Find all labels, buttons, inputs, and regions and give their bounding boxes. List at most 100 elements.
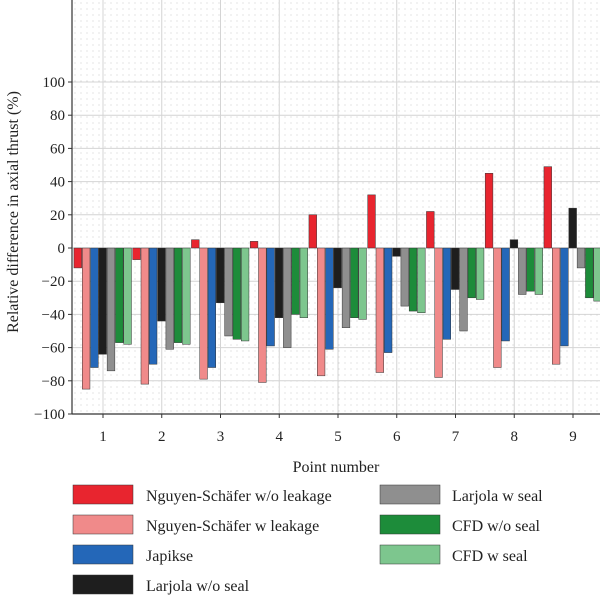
bar-2-point-7 — [434, 247, 443, 378]
axes — [68, 0, 600, 418]
bar-4-point-8 — [509, 239, 519, 249]
x-tick-label: 7 — [452, 429, 460, 445]
legend-label-5: Larjola w seal — [452, 488, 543, 505]
y-tick-label: −100 — [34, 407, 65, 423]
bar-7-point-3 — [241, 247, 250, 342]
y-tick-label: −60 — [42, 341, 65, 357]
y-tick-labels: −100 −80 −60 −40 −20 0 20 40 60 80 100 — [34, 75, 65, 423]
plot-background — [72, 0, 600, 414]
bar-2-point-9 — [552, 247, 561, 365]
bar-4-point-7 — [451, 247, 460, 290]
bar-2-point-2 — [140, 247, 149, 385]
x-tick-labels: 1 2 3 4 5 6 7 8 9 — [99, 429, 577, 445]
x-tick-label: 4 — [276, 429, 284, 445]
bar-2-point-3 — [199, 247, 208, 380]
bar-6-point-6 — [408, 247, 418, 312]
bar-5-point-9 — [576, 247, 586, 269]
bar-5-point-3 — [224, 247, 233, 337]
bar-7-point-2 — [182, 247, 191, 345]
bar-2-point-8 — [493, 247, 502, 368]
bar-3-point-1 — [90, 247, 99, 368]
y-tick-label: 60 — [50, 141, 65, 157]
legend-label-1: Nguyen-Schäfer w/o leakage — [146, 488, 332, 505]
bar-2-point-1 — [82, 247, 91, 390]
bar-4-point-9 — [568, 207, 577, 249]
x-axis-label: Point number — [293, 459, 380, 476]
legend-label-2: Nguyen-Schäfer w leakage — [146, 518, 319, 535]
bar-1-point-9 — [543, 166, 552, 249]
legend-label-6: CFD w/o seal — [452, 518, 541, 535]
bar-1-point-2 — [132, 247, 141, 260]
x-tick-label: 1 — [99, 429, 107, 445]
bar-7-point-7 — [476, 247, 485, 300]
bar-6-point-8 — [526, 247, 535, 292]
bar-4-point-1 — [98, 247, 107, 355]
bars-group — [73, 166, 600, 390]
y-tick-label: −80 — [42, 374, 65, 390]
legend-label-4: Larjola w/o seal — [146, 578, 250, 595]
bar-6-point-1 — [115, 247, 124, 343]
bar-5-point-6 — [400, 247, 409, 307]
bar-7-point-9 — [593, 247, 600, 302]
legend-swatch-1 — [72, 484, 134, 505]
bar-6-point-9 — [585, 247, 594, 299]
bar-1-point-7 — [426, 211, 435, 249]
bar-5-point-5 — [341, 247, 351, 328]
legend-swatch-5 — [379, 484, 441, 505]
legend: Nguyen-Schäfer w/o leakage Nguyen-Schäfer… — [72, 484, 543, 595]
x-tick-label: 6 — [393, 429, 401, 445]
bar-3-point-8 — [501, 247, 510, 342]
bar-1-point-1 — [73, 247, 82, 269]
y-tick-label: 40 — [50, 175, 65, 191]
bar-5-point-2 — [165, 247, 174, 350]
bar-5-point-8 — [518, 247, 527, 295]
bar-1-point-6 — [367, 194, 376, 249]
bar-2-point-5 — [317, 247, 326, 377]
legend-label-3: Japikse — [146, 548, 193, 565]
grid-lines — [72, 0, 600, 415]
bar-4-point-6 — [392, 247, 401, 257]
bar-3-point-9 — [560, 247, 569, 347]
bar-3-point-2 — [149, 247, 158, 365]
bar-2-point-4 — [258, 247, 267, 383]
bar-1-point-5 — [308, 214, 317, 249]
bar-6-point-3 — [232, 247, 241, 340]
y-tick-label: 80 — [50, 108, 65, 124]
legend-swatch-4 — [72, 574, 134, 595]
bar-1-point-3 — [191, 239, 200, 249]
bar-7-point-5 — [358, 247, 367, 320]
legend-swatch-7 — [379, 544, 441, 565]
bar-4-point-4 — [274, 247, 284, 318]
y-axis-label: Relative difference in axial thrust (%) — [5, 91, 22, 333]
bar-5-point-1 — [106, 247, 116, 372]
y-tick-label: −40 — [42, 307, 65, 323]
bar-6-point-4 — [291, 247, 300, 315]
y-tick-label: −20 — [42, 274, 65, 290]
bar-7-point-6 — [417, 247, 426, 313]
bar-6-point-2 — [173, 247, 183, 343]
bar-5-point-4 — [283, 247, 292, 348]
bar-1-point-4 — [249, 241, 259, 249]
bar-4-point-2 — [157, 247, 166, 322]
bar-3-point-7 — [442, 247, 451, 340]
y-tick-label: 0 — [58, 241, 66, 257]
bar-4-point-3 — [216, 247, 225, 304]
bar-7-point-1 — [123, 247, 132, 345]
y-tick-label: 20 — [50, 208, 65, 224]
x-tick-label: 8 — [511, 429, 519, 445]
bar-3-point-4 — [266, 247, 275, 347]
bar-3-point-3 — [207, 247, 217, 368]
bar-3-point-5 — [325, 247, 334, 350]
bar-6-point-5 — [350, 247, 359, 318]
legend-swatch-3 — [72, 544, 134, 565]
bar-5-point-7 — [459, 247, 468, 332]
x-tick-label: 9 — [569, 429, 577, 445]
bar-4-point-5 — [333, 247, 342, 289]
y-tick-label: 100 — [43, 75, 66, 91]
bar-2-point-6 — [375, 247, 384, 373]
bar-7-point-8 — [534, 247, 543, 295]
legend-label-7: CFD w seal — [452, 548, 528, 565]
x-tick-label: 2 — [158, 429, 166, 445]
x-tick-label: 3 — [217, 429, 225, 445]
